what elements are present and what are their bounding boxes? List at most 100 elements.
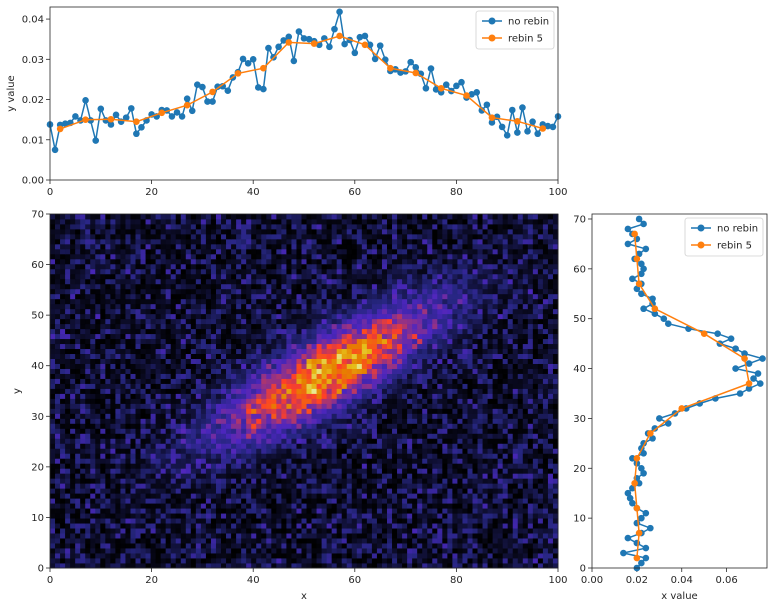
heatmap-cell: [215, 328, 222, 335]
heatmap-cell: [542, 518, 549, 524]
heatmap-cell: [185, 478, 192, 484]
heatmap-cell: [70, 473, 76, 479]
heatmap-cell: [175, 543, 182, 549]
heatmap-cell: [522, 458, 529, 464]
heatmap-cell: [70, 538, 76, 544]
heatmap-cell: [432, 538, 438, 544]
heatmap-cell: [517, 508, 524, 514]
heatmap-cell: [115, 483, 121, 489]
heatmap-cell: [417, 463, 423, 469]
heatmap-cell: [160, 448, 167, 454]
heatmap-cell: [60, 548, 66, 554]
heatmap-cell: [412, 503, 418, 509]
heatmap-cell: [467, 548, 473, 554]
heatmap-cell: [527, 498, 534, 504]
heatmap-cell: [281, 533, 287, 539]
heatmap-cell: [65, 328, 71, 335]
heatmap-cell: [392, 428, 398, 434]
heatmap-cell: [85, 488, 91, 494]
heatmap-cell: [351, 368, 358, 374]
heatmap-cell: [351, 393, 358, 399]
heatmap-cell: [336, 448, 343, 454]
heatmap-cell: [326, 358, 333, 364]
heatmap-cell: [55, 348, 61, 355]
top-point: [260, 85, 267, 93]
heatmap-cell: [95, 528, 101, 534]
heatmap-cell: [215, 403, 222, 409]
heatmap-cell: [336, 363, 343, 369]
heatmap-cell: [130, 563, 136, 569]
heatmap-cell: [266, 508, 272, 514]
heatmap-cell: [422, 328, 428, 335]
heatmap-cell: [351, 363, 358, 369]
heatmap-cell: [477, 503, 483, 509]
heatmap-cell: [266, 493, 272, 499]
heatmap-cell: [261, 548, 267, 554]
heatmap-cell: [226, 428, 232, 434]
heatmap-cell: [356, 548, 363, 554]
heatmap-cell: [336, 473, 343, 479]
heatmap-cell: [120, 363, 126, 369]
heatmap-cell: [482, 398, 488, 404]
heatmap-cell: [407, 453, 413, 459]
heatmap-cell: [437, 343, 443, 350]
heatmap-cell: [542, 348, 549, 355]
heatmap-cell: [397, 538, 403, 544]
heatmap-cell: [135, 458, 141, 464]
heatmap-cell: [321, 493, 328, 499]
heatmap-cell: [130, 508, 136, 514]
heatmap-cell: [256, 553, 262, 559]
heatmap-cell: [527, 508, 534, 514]
heatmap-cell: [221, 418, 227, 424]
heatmap-cell: [125, 478, 131, 484]
heatmap-cell: [291, 373, 297, 379]
heatmap-cell: [361, 413, 368, 419]
heatmap-cell: [60, 488, 66, 494]
heatmap-cell: [301, 338, 307, 345]
heatmap-cell: [281, 563, 287, 569]
heatmap-cell: [532, 458, 539, 464]
heatmap-cell: [246, 443, 252, 449]
heatmap-cell: [100, 433, 106, 439]
heatmap-cell: [527, 418, 534, 424]
heatmap-cell: [231, 518, 237, 524]
heatmap-cell: [422, 393, 428, 399]
heatmap-cell: [95, 433, 101, 439]
heatmap-cell: [60, 393, 66, 399]
heatmap-cell: [115, 388, 121, 394]
heatmap-cell: [266, 513, 272, 519]
heatmap-cell: [311, 448, 317, 454]
heatmap-cell: [321, 418, 328, 424]
heatmap-cell: [241, 328, 247, 335]
heatmap-cell: [100, 463, 106, 469]
heatmap-cell: [190, 498, 197, 504]
heatmap-cell: [437, 368, 443, 374]
heatmap-cell: [522, 383, 529, 389]
heatmap-cell: [452, 523, 458, 529]
heatmap-cell: [286, 438, 292, 444]
heatmap-cell: [266, 353, 272, 359]
heatmap-cell: [552, 333, 559, 340]
heatmap-cell: [215, 478, 222, 484]
heatmap-cell: [522, 403, 529, 409]
heatmap-cell: [361, 473, 368, 479]
heatmap-cell: [527, 338, 534, 345]
heatmap-cell: [351, 483, 358, 489]
heatmap-cell: [512, 543, 519, 549]
heatmap-cell: [190, 553, 197, 559]
heatmap-cell: [135, 453, 141, 459]
heatmap-cell: [447, 548, 453, 554]
heatmap-cell: [371, 393, 378, 399]
heatmap-cell: [452, 338, 458, 345]
top-point: [239, 55, 247, 63]
heatmap-cell: [85, 513, 91, 519]
heatmap-cell: [412, 478, 418, 484]
heatmap-cell: [221, 373, 227, 379]
heatmap-cell: [276, 483, 282, 489]
heatmap-cell: [492, 418, 499, 424]
heatmap-cell: [180, 373, 187, 379]
heatmap-cell: [462, 468, 468, 474]
heatmap-cell: [487, 398, 494, 404]
heatmap-cell: [547, 558, 554, 564]
heatmap-cell: [412, 483, 418, 489]
